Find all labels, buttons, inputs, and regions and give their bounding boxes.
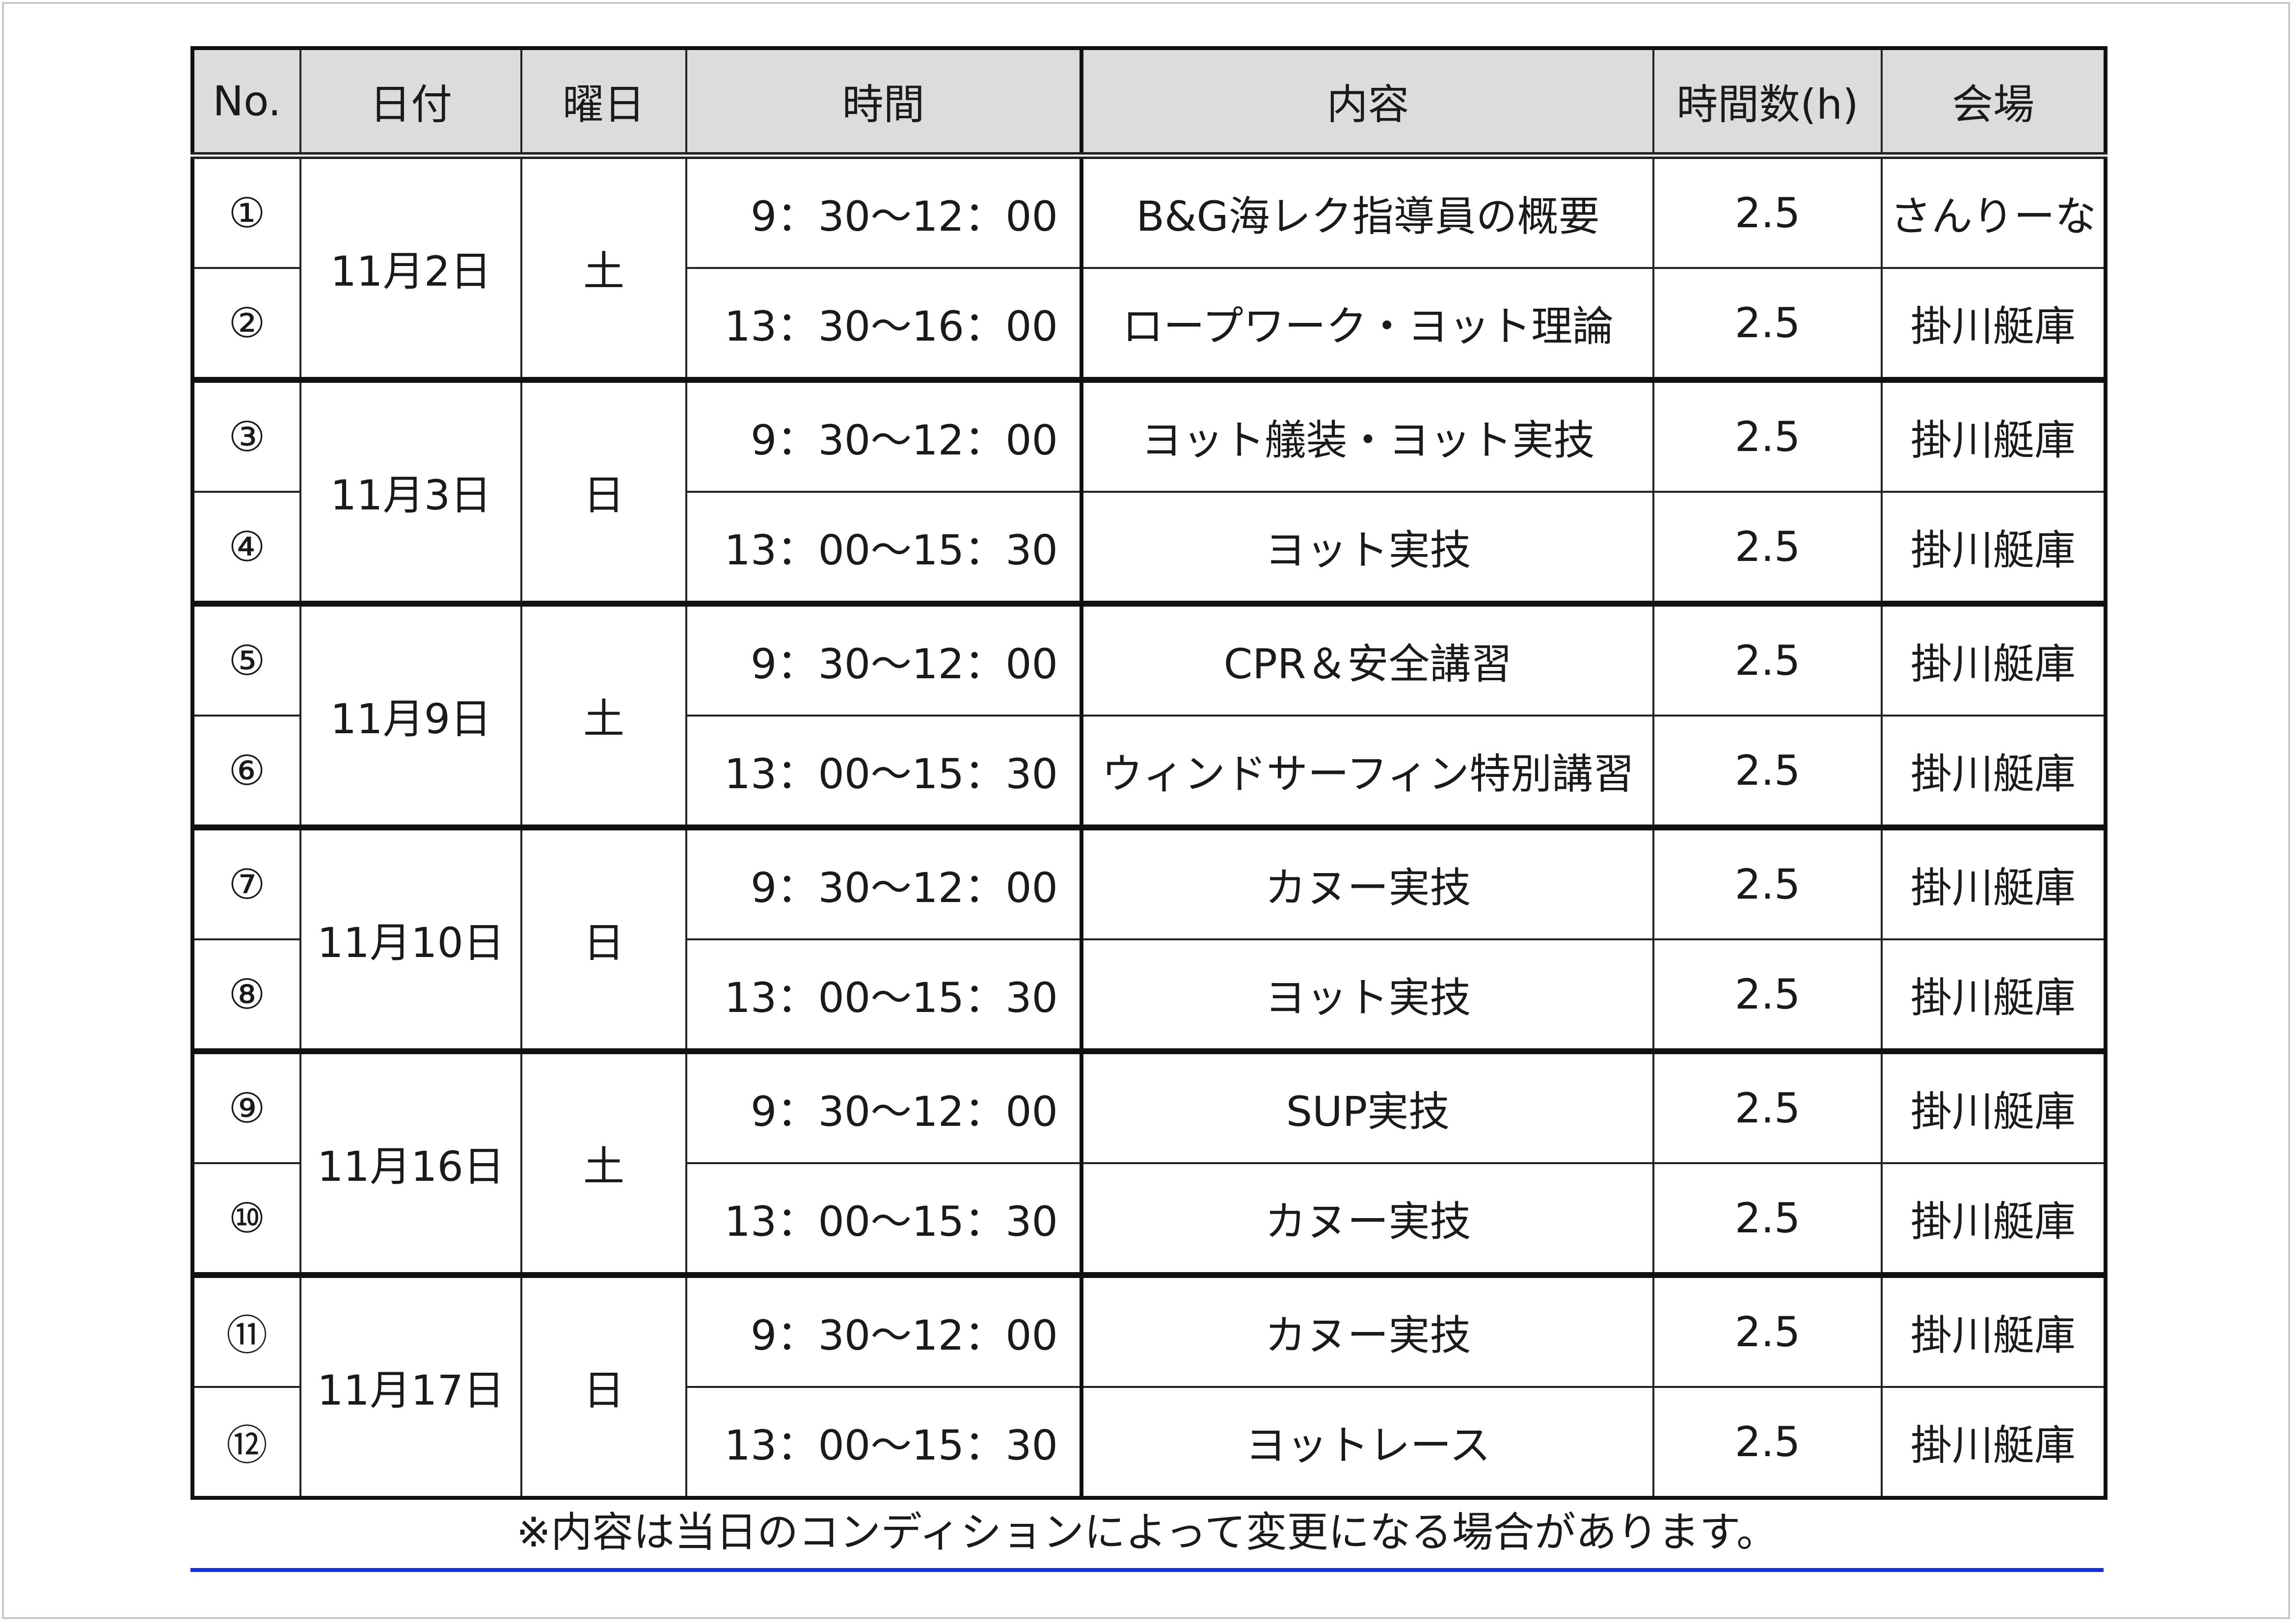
time-cell: 13：00～15：30: [685, 1386, 1082, 1499]
venue-cell: 掛川艇庫: [1881, 601, 2107, 717]
table-row: ⑤ 11月9日 土 9：30～12：00 CPR＆安全講習 2.5 掛川艇庫: [191, 601, 2107, 828]
row-number: ③: [191, 377, 301, 493]
venue-cell: 掛川艇庫: [1881, 1386, 2107, 1499]
row-number: ⑨: [191, 1048, 301, 1164]
hours-cell: 2.5: [1652, 1272, 1883, 1388]
hours-cell: 2.5: [1652, 1386, 1883, 1499]
table-row: ⑩ 13：00～15：30 カヌー実技 2.5 掛川艇庫: [191, 1162, 2107, 1276]
row-number: ②: [191, 267, 301, 381]
table-row: ⑥ 13：00～15：30 ウィンドサーフィン特別講習 2.5 掛川艇庫: [191, 715, 2107, 828]
row-number: ⑩: [191, 1162, 301, 1276]
time-cell: 9：30～12：00: [685, 1272, 1082, 1388]
weekday-cell: 日: [520, 825, 687, 1052]
hours-cell: 2.5: [1652, 155, 1883, 269]
time-cell: 13：00～15：30: [685, 491, 1082, 605]
time-cell: 9：30～12：00: [685, 155, 1082, 269]
venue-cell: 掛川艇庫: [1881, 491, 2107, 605]
header-no: No.: [191, 47, 301, 159]
header-row: No. 日付 曜日 時間 内容 時間数(h) 会場: [191, 47, 2107, 159]
row-number: ①: [191, 155, 301, 269]
row-number: ⑧: [191, 938, 301, 1052]
hours-cell: 2.5: [1652, 377, 1883, 493]
header-date: 日付: [299, 47, 522, 159]
row-number: ⑤: [191, 601, 301, 717]
header-time: 時間: [685, 47, 1082, 159]
table-row: ⑧ 13：00～15：30 ヨット実技 2.5 掛川艇庫: [191, 938, 2107, 1052]
table-row: ② 13：30～16：00 ロープワーク・ヨット理論 2.5 掛川艇庫: [191, 267, 2107, 381]
weekday-cell: 土: [520, 601, 687, 828]
table-row: ④ 13：00～15：30 ヨット実技 2.5 掛川艇庫: [191, 491, 2107, 605]
time-cell: 13：30～16：00: [685, 267, 1082, 381]
weekday-cell: 土: [520, 1048, 687, 1276]
content-cell: ウィンドサーフィン特別講習: [1080, 715, 1654, 828]
content-cell: ヨット実技: [1080, 491, 1654, 605]
date-cell: 11月3日: [299, 377, 522, 605]
content-cell: カヌー実技: [1080, 1162, 1654, 1276]
date-cell: 11月16日: [299, 1048, 522, 1276]
content-cell: CPR＆安全講習: [1080, 601, 1654, 717]
header-content: 内容: [1080, 47, 1654, 159]
content-cell: ヨットレース: [1080, 1386, 1654, 1499]
table-row: ⑦ 11月10日 日 9：30～12：00 カヌー実技 2.5 掛川艇庫: [191, 825, 2107, 1052]
venue-cell: 掛川艇庫: [1881, 715, 2107, 828]
time-cell: 13：00～15：30: [685, 1162, 1082, 1276]
content-cell: ロープワーク・ヨット理論: [1080, 267, 1654, 381]
table-row: ③ 11月3日 日 9：30～12：00 ヨット艤装・ヨット実技 2.5 掛川艇…: [191, 377, 2107, 605]
hours-cell: 2.5: [1652, 938, 1883, 1052]
content-cell: B&G海レク指導員の概要: [1080, 155, 1654, 269]
header-hours: 時間数(h): [1652, 47, 1883, 159]
weekday-cell: 日: [520, 1272, 687, 1499]
table-row: ⑫ 13：00～15：30 ヨットレース 2.5 掛川艇庫: [191, 1386, 2107, 1499]
weekday-cell: 土: [520, 155, 687, 381]
hours-cell: 2.5: [1652, 267, 1883, 381]
venue-cell: 掛川艇庫: [1881, 1272, 2107, 1388]
content-cell: カヌー実技: [1080, 825, 1654, 940]
time-cell: 13：00～15：30: [685, 715, 1082, 828]
time-cell: 9：30～12：00: [685, 1048, 1082, 1164]
row-number: ⑦: [191, 825, 301, 940]
content-cell: ヨット艤装・ヨット実技: [1080, 377, 1654, 493]
content-cell: ヨット実技: [1080, 938, 1654, 1052]
row-number: ⑥: [191, 715, 301, 828]
venue-cell: 掛川艇庫: [1881, 1048, 2107, 1164]
hours-cell: 2.5: [1652, 715, 1883, 828]
hours-cell: 2.5: [1652, 825, 1883, 940]
header-weekday: 曜日: [520, 47, 687, 159]
table-row: ⑨ 11月16日 土 9：30～12：00 SUP実技 2.5 掛川艇庫: [191, 1048, 2107, 1276]
content-cell: カヌー実技: [1080, 1272, 1654, 1388]
time-cell: 9：30～12：00: [685, 601, 1082, 717]
venue-cell: 掛川艇庫: [1881, 267, 2107, 381]
row-number: ⑫: [191, 1386, 301, 1499]
hours-cell: 2.5: [1652, 1162, 1883, 1276]
divider-line: [190, 1568, 2104, 1572]
venue-cell: 掛川艇庫: [1881, 377, 2107, 493]
date-cell: 11月9日: [299, 601, 522, 828]
date-cell: 11月2日: [299, 155, 522, 381]
table-row: ① 11月2日 土 9：30～12：00 B&G海レク指導員の概要 2.5 さん…: [191, 155, 2107, 381]
hours-cell: 2.5: [1652, 1048, 1883, 1164]
date-cell: 11月10日: [299, 825, 522, 1052]
time-cell: 9：30～12：00: [685, 825, 1082, 940]
date-cell: 11月17日: [299, 1272, 522, 1499]
content-cell: SUP実技: [1080, 1048, 1654, 1164]
hours-cell: 2.5: [1652, 601, 1883, 717]
header-venue: 会場: [1881, 47, 2107, 159]
weekday-cell: 日: [520, 377, 687, 605]
venue-cell: 掛川艇庫: [1881, 825, 2107, 940]
footnote: ※内容は当日のコンディションによって変更になる場合があります。: [516, 1508, 1778, 1556]
venue-cell: さんりーな: [1881, 155, 2107, 269]
time-cell: 13：00～15：30: [685, 938, 1082, 1052]
schedule-table: No. 日付 曜日 時間 内容 時間数(h) 会場 ① 11月2日 土 9：30…: [190, 46, 2107, 1500]
hours-cell: 2.5: [1652, 491, 1883, 605]
row-number: ④: [191, 491, 301, 605]
time-cell: 9：30～12：00: [685, 377, 1082, 493]
row-number: ⑪: [191, 1272, 301, 1388]
table-row: ⑪ 11月17日 日 9：30～12：00 カヌー実技 2.5 掛川艇庫: [191, 1272, 2107, 1499]
venue-cell: 掛川艇庫: [1881, 938, 2107, 1052]
venue-cell: 掛川艇庫: [1881, 1162, 2107, 1276]
